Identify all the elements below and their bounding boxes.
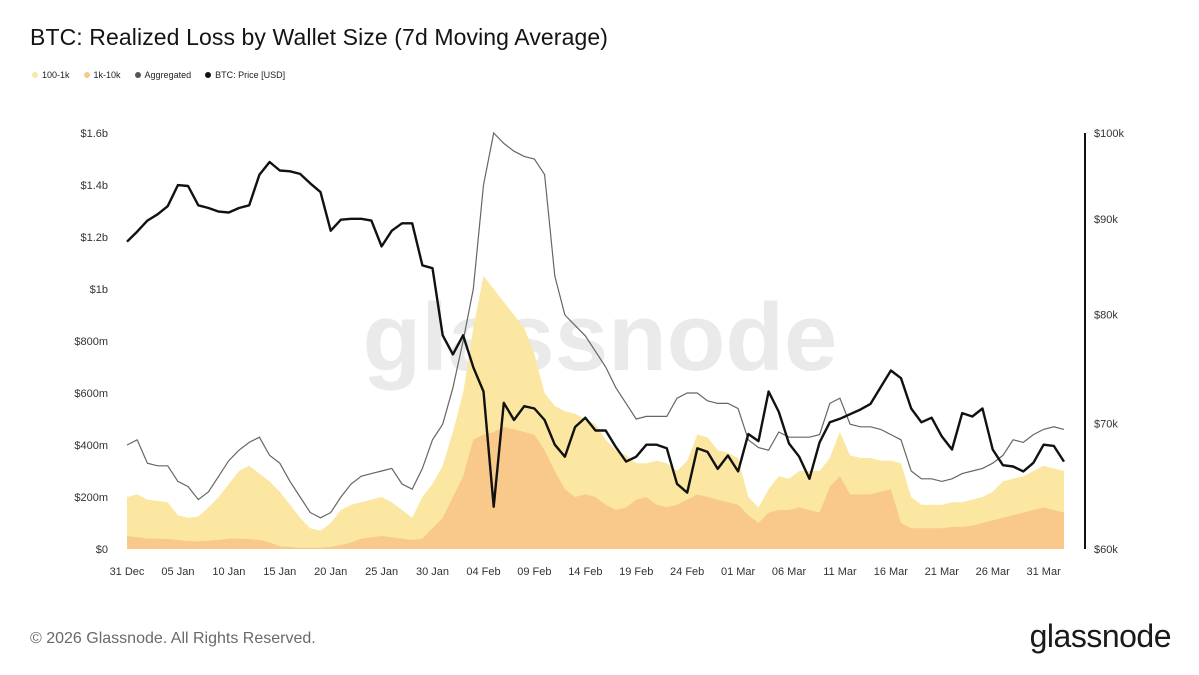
- copyright-footer: © 2026 Glassnode. All Rights Reserved.: [30, 630, 316, 647]
- x-axis: 31 Dec 05 Jan 10 Jan 15 Jan 20 Jan 25 Jan 30 J…: [110, 566, 1062, 578]
- left-tick-label: $1.4b: [80, 180, 108, 192]
- x-tick-label: 05 Jan: [161, 566, 194, 578]
- x-tick-label: 26 Mar: [976, 566, 1011, 578]
- x-tick-label: 25 Jan: [365, 566, 398, 578]
- series-aggregated-line: [126, 131, 1065, 519]
- legend-swatch-100-1k: [32, 72, 38, 78]
- left-y-axis: $0 $200m $400m $600m $800m $1b $1.2b $1.4b $1.6b: [74, 128, 108, 556]
- right-tick-label: $90k: [1094, 214, 1118, 226]
- x-tick-label: 31 Mar: [1027, 566, 1062, 578]
- x-tick-label: 16 Mar: [874, 566, 909, 578]
- x-tick-label: 06 Mar: [772, 566, 807, 578]
- right-tick-label: $100k: [1094, 128, 1124, 140]
- legend-label-100-1k: 100-1k: [42, 70, 70, 80]
- legend-label-btc-price: BTC: Price [USD]: [215, 70, 286, 80]
- legend-swatch-aggregated: [134, 72, 141, 78]
- left-tick-label: $200m: [74, 492, 108, 504]
- legend-label-1k-10k: 1k-10k: [93, 70, 121, 80]
- right-tick-label: $80k: [1094, 310, 1118, 322]
- x-tick-label: 09 Feb: [517, 566, 551, 578]
- x-tick-label: 24 Feb: [670, 566, 704, 578]
- glassnode-logo: glassnode: [1029, 618, 1172, 654]
- legend-swatch-btc-price: [205, 72, 212, 78]
- series-1k-10k-area: [127, 426, 1064, 549]
- series-100-1k-area: [127, 276, 1064, 549]
- chart-title: BTC: Realized Loss by Wallet Size (7d Mo…: [30, 24, 608, 50]
- left-tick-label: $1b: [90, 284, 108, 296]
- x-tick-label: 04 Feb: [466, 566, 500, 578]
- series-layer: [126, 131, 1066, 549]
- x-tick-label: 15 Jan: [263, 566, 296, 578]
- legend-item-1k-10k[interactable]: 1k-10k: [83, 70, 121, 80]
- x-tick-label: 11 Mar: [823, 566, 857, 578]
- x-tick-label: 19 Feb: [619, 566, 653, 578]
- x-tick-label: 21 Mar: [925, 566, 960, 578]
- watermark: glassnode: [363, 284, 838, 391]
- x-tick-label: 30 Jan: [416, 566, 449, 578]
- left-tick-label: $1.6b: [80, 128, 108, 140]
- x-tick-label: 10 Jan: [212, 566, 245, 578]
- left-tick-label: $400m: [74, 440, 108, 452]
- left-tick-label: $800m: [74, 336, 108, 348]
- left-tick-label: $0: [96, 544, 108, 556]
- x-tick-label: 01 Mar: [721, 566, 756, 578]
- legend-label-aggregated: Aggregated: [144, 70, 192, 80]
- right-tick-label: $70k: [1094, 418, 1118, 430]
- right-y-axis: $60k $70k $80k $90k $100k: [1084, 128, 1124, 556]
- legend-item-100-1k[interactable]: 100-1k: [32, 70, 70, 80]
- series-btc-price-line: [126, 160, 1066, 508]
- legend-item-aggregated[interactable]: Aggregated: [134, 70, 192, 80]
- right-tick-label: $60k: [1094, 544, 1118, 556]
- legend-item-btc-price[interactable]: BTC: Price [USD]: [205, 70, 285, 80]
- legend: 100-1k 1k-10k Aggregated BTC: Price [USD…: [32, 70, 285, 80]
- legend-swatch-1k-10k: [83, 72, 90, 78]
- left-tick-label: $600m: [74, 388, 108, 400]
- left-tick-label: $1.2b: [80, 232, 108, 244]
- x-tick-label: 31 Dec: [110, 566, 145, 578]
- x-tick-label: 20 Jan: [314, 566, 347, 578]
- x-tick-label: 14 Feb: [568, 566, 602, 578]
